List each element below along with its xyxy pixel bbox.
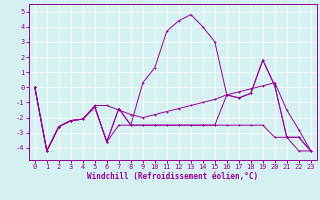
X-axis label: Windchill (Refroidissement éolien,°C): Windchill (Refroidissement éolien,°C) xyxy=(87,172,258,181)
